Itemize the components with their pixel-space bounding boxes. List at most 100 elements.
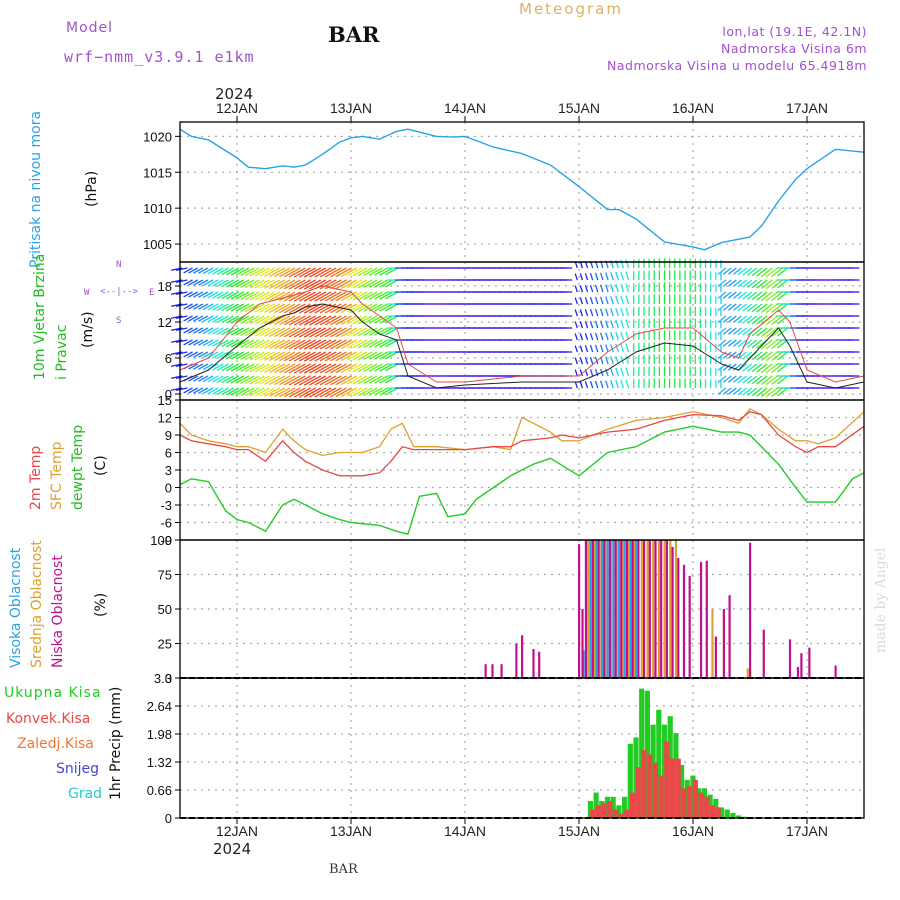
wind-arrow [368, 291, 383, 300]
y-tick-label: 12 [158, 315, 172, 330]
wind-arrow [760, 375, 773, 386]
wind-arrow [605, 356, 609, 365]
cloud-bar [699, 562, 703, 678]
wind-arrow [216, 387, 229, 395]
wind-arrow [254, 291, 270, 301]
wind-arrow [732, 279, 742, 287]
coords-label: lon,lat (19.1E, 42.1N) [722, 24, 867, 39]
wind-arrow [193, 291, 204, 298]
wind-arrow [193, 267, 204, 274]
low-cloud-label: Niska Oblacnost [50, 555, 66, 668]
y-tick-label: 0.66 [147, 783, 172, 798]
wind-arrow [737, 303, 747, 312]
x-tick-label-top: 14JAN [444, 100, 486, 116]
wind-arrow [746, 303, 758, 312]
wind-arrow [259, 375, 275, 385]
cloud-bar [615, 540, 618, 678]
wind-arrow [188, 339, 198, 346]
cloud-bar [614, 540, 617, 678]
wind-arrow [226, 327, 240, 336]
wind-arrow [259, 363, 275, 373]
cloud-bar [635, 540, 638, 678]
wind-arrow [188, 267, 198, 274]
wind-arrow [269, 327, 286, 338]
wind-arrow [264, 279, 281, 289]
wind-arrow [620, 355, 625, 365]
wind-arrow [732, 339, 742, 347]
wind-arrow [264, 375, 281, 385]
wind-arrow [188, 387, 198, 394]
cloud-bar [642, 540, 646, 678]
wind-arrow [230, 363, 245, 372]
cloud-bar [640, 540, 643, 678]
wind-arrow [207, 327, 219, 335]
wind-arrow [722, 339, 732, 347]
precip-bar [647, 754, 653, 818]
wind-arrow [230, 267, 245, 276]
cloud-bar [674, 540, 678, 678]
wind-arrow [771, 291, 783, 302]
wind-arrow [279, 339, 296, 350]
wind-arrow [379, 351, 393, 360]
wind-arrow [198, 351, 209, 358]
wind-arrow [594, 284, 599, 293]
dewpt-line [179, 425, 865, 535]
precip-bar [635, 767, 641, 818]
cloud-bar [800, 653, 803, 678]
wind-arrow [303, 339, 322, 350]
wind-arrow [742, 387, 753, 396]
wind-arrow [198, 375, 209, 382]
cloud-bar [625, 540, 629, 678]
temp-units: (C) [93, 455, 109, 476]
wind-arrow [274, 327, 291, 338]
wind-arrow [235, 315, 250, 324]
cloud-bar [597, 540, 600, 678]
wind-arrow [385, 363, 399, 372]
wind-arrow [319, 267, 337, 278]
wind-arrow [374, 315, 388, 324]
wind-arrow [746, 387, 758, 396]
wind-arrow [335, 351, 352, 362]
wind-arrow [574, 369, 578, 377]
precip-bar [730, 812, 736, 818]
wind-arrow [746, 339, 758, 348]
precip-bar [709, 805, 715, 818]
watermark: made by Angel [873, 547, 889, 654]
wind-arrow [259, 351, 275, 361]
wind-arrow [202, 279, 214, 287]
wind-arrow [615, 331, 619, 341]
wind-arrow [259, 339, 275, 349]
wind-arrow [230, 315, 245, 324]
wind-arrow [717, 327, 727, 335]
cloud-bar [834, 665, 837, 678]
wind-arrow [298, 291, 316, 302]
wind-arrow [742, 303, 753, 312]
wind-arrow [379, 339, 393, 348]
wind-arrow [319, 387, 337, 398]
wind-arrow [717, 339, 727, 347]
precip-title: 1hr Precip (mm) [108, 686, 124, 800]
wind-arrow [579, 273, 584, 281]
wind-arrow [357, 303, 373, 313]
wind-arrow [175, 339, 188, 343]
wind-arrow [374, 279, 388, 288]
cloud-bar [665, 540, 668, 678]
wind-arrow [216, 315, 229, 323]
wind-arrow [594, 380, 599, 389]
wind-arrow [579, 333, 584, 341]
wind-arrow [235, 351, 250, 360]
wind-arrow [319, 363, 337, 374]
wind-arrow [274, 303, 291, 314]
wind-arrow [240, 267, 255, 277]
wind-arrow [771, 339, 783, 350]
wind-arrow [579, 381, 584, 389]
wind-arrow [249, 387, 265, 397]
wind-arrow [579, 321, 584, 329]
y-tick-label: 15 [158, 393, 172, 408]
panel-frame [179, 261, 865, 401]
wind-arrow [288, 291, 306, 302]
wind-arrow [742, 279, 753, 288]
wind-arrow [346, 363, 363, 373]
wind-arrow [574, 381, 578, 389]
wind-arrow [385, 387, 399, 396]
